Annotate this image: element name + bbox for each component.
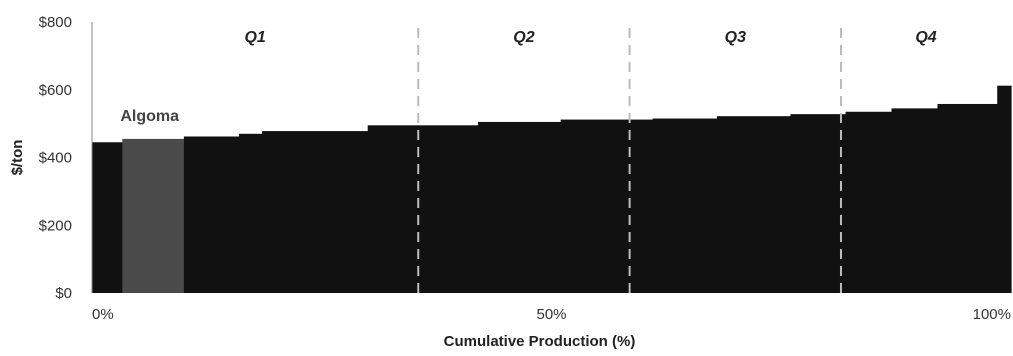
bar [183, 136, 240, 293]
x-axis-title: Cumulative Production (%) [444, 333, 636, 350]
x-tick-label: 100% [973, 306, 1011, 323]
bar [937, 103, 998, 293]
bar [790, 114, 847, 293]
x-tick-label: 50% [536, 306, 566, 323]
y-tick-label: $0 [55, 285, 72, 302]
y-tick-label: $800 [39, 14, 72, 31]
quartile-labels: Q1 Q2 Q3 Q4 [244, 29, 936, 46]
bar [477, 121, 562, 294]
y-tick-label: $200 [39, 217, 72, 234]
y-axis-title: $/ton [9, 140, 26, 176]
bar [716, 116, 792, 293]
bar [560, 119, 654, 293]
x-axis-ticks: 0% 50% 100% [92, 306, 1011, 323]
quartile-label: Q2 [513, 29, 534, 46]
x-tick-label: 0% [92, 306, 114, 323]
bar [891, 108, 939, 293]
bar [92, 142, 123, 293]
cost-curve-bars [92, 85, 1012, 294]
bar-highlight [122, 138, 185, 293]
bar [239, 133, 263, 293]
y-tick-label: $600 [39, 82, 72, 99]
y-tick-label: $400 [39, 150, 72, 167]
y-axis-ticks: $0 $200 $400 $600 $800 [39, 14, 72, 302]
bar [652, 118, 718, 293]
bar [367, 125, 479, 293]
annotation-label: Algoma [120, 108, 179, 125]
bar [845, 111, 893, 293]
quartile-label: Q1 [244, 29, 265, 46]
quartile-label: Q3 [725, 29, 746, 46]
bar [262, 131, 369, 293]
annotations: Algoma [120, 108, 179, 125]
bar [997, 85, 1012, 293]
quartile-label: Q4 [915, 29, 936, 46]
